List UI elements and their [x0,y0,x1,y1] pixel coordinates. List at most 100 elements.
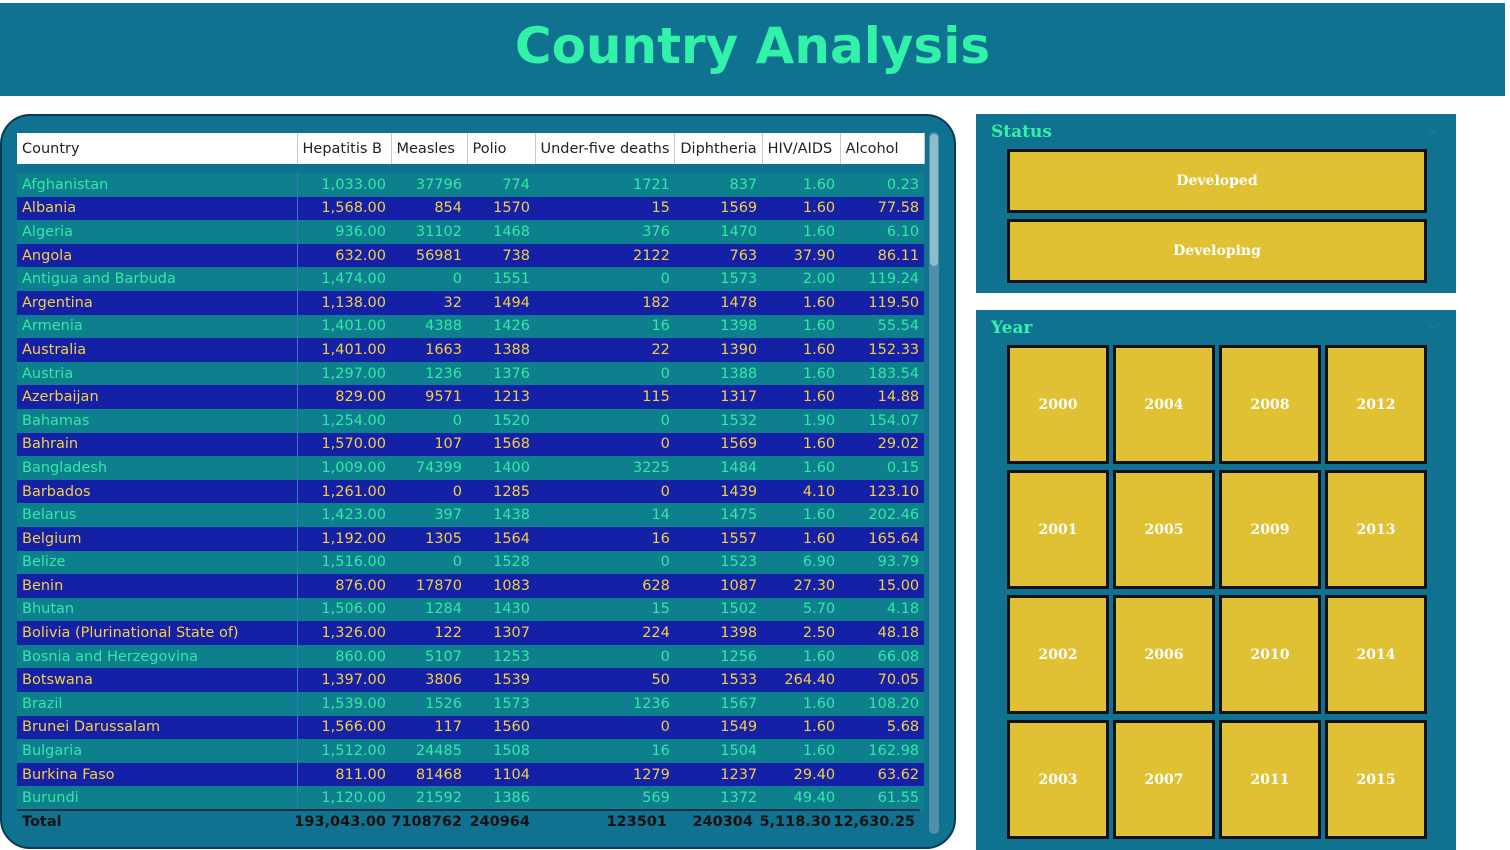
column-header[interactable]: Hepatitis B [297,133,392,164]
table-cell: 1438 [467,503,535,527]
table-cell: 1567 [674,692,763,716]
table-row[interactable]: Brunei Darussalam 1,566.00 117 1560 0 1549 1.6… [17,715,925,740]
year-option-button[interactable]: 2002 [1007,595,1109,714]
table-row[interactable]: Barbados 1,261.00 0 1285 0 1439 4.10 123.10 [17,479,925,504]
table-row[interactable]: Armenia 1,401.00 4388 1426 16 1398 1.60 55.54 [17,314,925,339]
table-cell: 182 [535,290,675,315]
table-cell: 162.98 [840,739,925,763]
table-cell: 0 [391,479,467,504]
table-cell: 224 [535,621,675,645]
table-cell: 61.55 [840,786,925,811]
year-option-button[interactable]: 2005 [1113,470,1215,589]
table-row[interactable]: Belgium 1,192.00 1305 1564 16 1557 1.60 165.64 [17,526,925,551]
table-cell: Argentina [17,290,298,315]
table-cell: 1256 [674,644,763,669]
table-cell: 1549 [674,715,763,740]
table-cell: 1307 [467,621,535,645]
table-cell: 936.00 [297,220,391,244]
year-option-button[interactable]: 2003 [1007,720,1109,839]
scrollbar-thumb[interactable] [930,134,938,266]
table-cell: 1,512.00 [297,739,391,763]
chevron-down-icon[interactable]: ⌵ [1428,122,1438,136]
chevron-down-icon[interactable]: ⌵ [1428,318,1438,332]
table-row[interactable]: Burundi 1,120.00 21592 1386 569 1372 49.40 61.5… [17,786,925,811]
table-row[interactable]: Angola 632.00 56981 738 2122 763 37.90 86.11 [17,243,925,268]
table-row[interactable]: Bosnia and Herzegovina 860.00 5107 1253 0 125… [17,644,925,669]
year-option-button[interactable]: 2009 [1219,470,1321,589]
table-cell: 0 [391,408,467,433]
table-row[interactable]: Benin 876.00 17870 1083 628 1087 27.30 15.00 [17,574,925,598]
table-row[interactable]: Antigua and Barbuda 1,474.00 0 1551 0 1573 2.0… [17,267,925,291]
year-option-button[interactable]: 2004 [1113,345,1215,464]
column-header[interactable]: HIV/AIDS [762,133,841,164]
year-option-button[interactable]: 2008 [1219,345,1321,464]
status-option-developed[interactable]: Developed [1007,149,1427,213]
column-header[interactable]: Under-five deaths [535,133,676,164]
total-value: 240304 [692,814,753,830]
table-row[interactable]: Argentina 1,138.00 32 1494 182 1478 1.60 119.50 [17,290,925,315]
total-value: 193,043.00 [294,814,386,830]
table-cell: 152.33 [840,338,925,362]
table-row[interactable]: Afghanistan 1,033.00 37796 774 1721 837 1.60 0.… [17,173,925,197]
table-cell: 37796 [391,173,467,197]
table-row[interactable]: Bangladesh 1,009.00 74399 1400 3225 1484 1.60 0… [17,456,925,480]
year-option-button[interactable]: 2013 [1325,470,1427,589]
table-row[interactable]: Burkina Faso 811.00 81468 1104 1279 1237 29.40… [17,762,925,787]
table-cell: 860.00 [297,644,391,669]
column-header[interactable]: Country [17,133,298,164]
table-row[interactable]: Botswana 1,397.00 3806 1539 50 1533 264.40 70.0… [17,668,925,693]
table-cell: 29.40 [762,762,841,787]
table-row[interactable]: Bolivia (Plurinational State of) 1,326.00… [17,621,925,645]
table-cell: 1532 [674,408,763,433]
table-cell: 1083 [467,574,535,598]
table-row[interactable]: Azerbaijan 829.00 9571 1213 115 1317 1.60 14.88 [17,385,925,409]
table-cell: Burundi [17,786,298,811]
year-option-button[interactable]: 2000 [1007,345,1109,464]
column-header[interactable]: Alcohol [840,133,925,164]
table-row[interactable]: Belize 1,516.00 0 1528 0 1523 6.90 93.79 [17,550,925,575]
table-cell: 2122 [535,243,675,268]
table-cell: Afghanistan [17,173,298,197]
table-cell: 1526 [391,692,467,716]
column-header[interactable]: Diphtheria [674,133,763,164]
table-cell: 1,297.00 [297,361,391,386]
table-cell: 1573 [674,267,763,291]
table-row[interactable]: Algeria 936.00 31102 1468 376 1470 1.60 6.10 [17,220,925,244]
table-cell: 17870 [391,574,467,598]
table-cell: Bangladesh [17,456,298,480]
year-option-button[interactable]: 2015 [1325,720,1427,839]
year-option-button[interactable]: 2010 [1219,595,1321,714]
table-cell: 1.60 [762,432,841,457]
table-row[interactable]: Bhutan 1,506.00 1284 1430 15 1502 5.70 4.18 [17,597,925,622]
table-row[interactable]: Albania 1,568.00 854 1570 15 1569 1.60 77.58 [17,196,925,221]
table-cell: 854 [391,196,467,221]
table-row[interactable]: Brazil 1,539.00 1526 1573 1236 1567 1.60 108.20 [17,692,925,716]
table-cell: 16 [535,314,675,339]
year-option-button[interactable]: 2001 [1007,470,1109,589]
table-scrollbar[interactable] [929,132,939,834]
table-cell: 56981 [391,243,467,268]
year-option-button[interactable]: 2012 [1325,345,1427,464]
table-row[interactable]: Bahamas 1,254.00 0 1520 0 1532 1.90 154.07 [17,408,925,433]
table-cell: Bhutan [17,597,298,622]
year-option-button[interactable]: 2006 [1113,595,1215,714]
year-option-button[interactable]: 2014 [1325,595,1427,714]
table-cell: 0 [535,550,675,575]
table-row[interactable]: Austria 1,297.00 1236 1376 0 1388 1.60 183.54 [17,361,925,386]
status-option-developing[interactable]: Developing [1007,219,1427,283]
page-title: Country Analysis [514,17,991,75]
status-slicer: Status ⌵ Developed Developing [976,114,1456,293]
table-cell: 93.79 [840,550,925,575]
column-header[interactable]: Measles [391,133,468,164]
table-row[interactable]: Bulgaria 1,512.00 24485 1508 16 1504 1.60 162.9… [17,739,925,763]
table-row[interactable]: Belarus 1,423.00 397 1438 14 1475 1.60 202.46 [17,503,925,527]
column-header[interactable]: Polio [467,133,536,164]
table-cell: 1560 [467,715,535,740]
year-option-button[interactable]: 2007 [1113,720,1215,839]
table-row[interactable]: Bahrain 1,570.00 107 1568 0 1569 1.60 29.02 [17,432,925,457]
table-cell: 14.88 [840,385,925,409]
year-option-button[interactable]: 2011 [1219,720,1321,839]
table-cell: 1,539.00 [297,692,391,716]
table-row[interactable]: Australia 1,401.00 1663 1388 22 1390 1.60 152.3… [17,338,925,362]
table-cell: 1236 [535,692,675,716]
